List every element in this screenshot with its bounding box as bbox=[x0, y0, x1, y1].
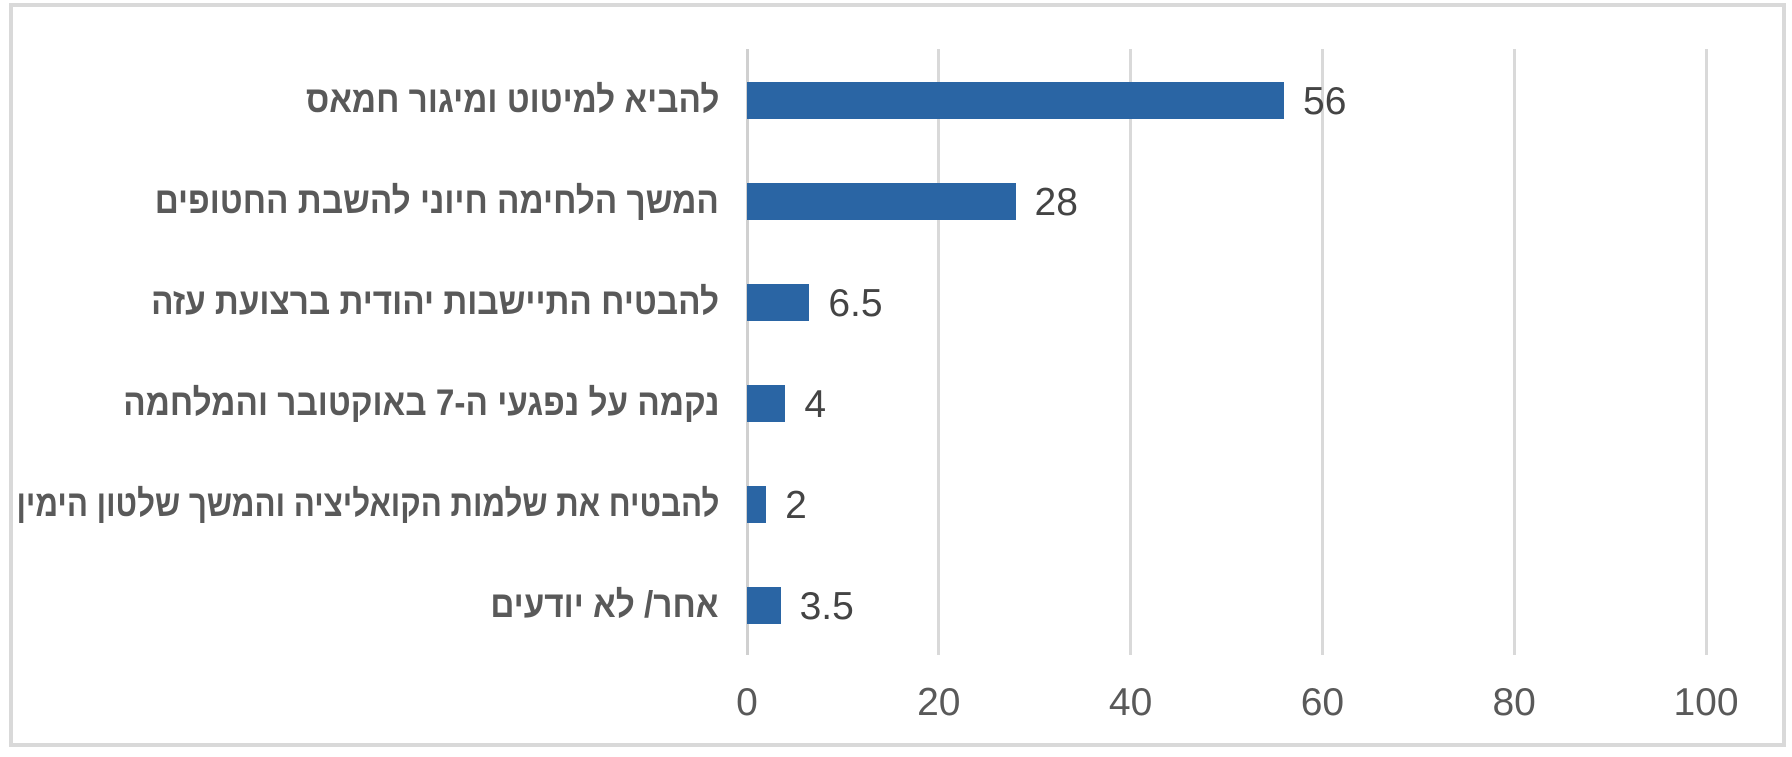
category-label-text: נקמה על נפגעי ה-7 באוקטובר והמלחמה bbox=[122, 381, 719, 423]
value-label: 3.5 bbox=[799, 584, 854, 628]
x-tick-label: 0 bbox=[736, 681, 758, 724]
value-label: 2 bbox=[785, 483, 807, 527]
bar-row: אחר/ לא יודעים 3.5 bbox=[0, 554, 1792, 655]
x-tick-label: 60 bbox=[1300, 681, 1345, 724]
category-label: להביא למיטוט ומיגור חמאס bbox=[16, 49, 719, 150]
gridline-20 bbox=[937, 49, 941, 655]
bar bbox=[747, 183, 1016, 220]
bar bbox=[747, 486, 767, 523]
gridline-80 bbox=[1512, 49, 1516, 655]
x-tick-label: 80 bbox=[1492, 681, 1536, 724]
bar-row: להבטיח התיישבות יהודית ברצועת עזה 6.5 bbox=[0, 251, 1792, 352]
value-label: 4 bbox=[804, 382, 827, 426]
gridline-60 bbox=[1320, 49, 1324, 655]
gridline-0 bbox=[745, 49, 749, 655]
bar bbox=[747, 385, 786, 422]
x-tick-label: 20 bbox=[917, 681, 961, 724]
bar-row: המשך הלחימה חיוני להשבת החטופים 28 bbox=[0, 150, 1792, 251]
bar bbox=[747, 284, 810, 321]
bar-row: להביא למיטוט ומיגור חמאס 56 bbox=[0, 49, 1792, 150]
gridline-100 bbox=[1704, 49, 1708, 655]
value-label: 56 bbox=[1303, 79, 1347, 123]
bar bbox=[747, 587, 781, 624]
category-label: אחר/ לא יודעים bbox=[16, 554, 719, 655]
category-label-text: אחר/ לא יודעים bbox=[490, 583, 719, 625]
bar-row: נקמה על נפגעי ה-7 באוקטובר והמלחמה 4 bbox=[0, 352, 1792, 453]
category-label: המשך הלחימה חיוני להשבת החטופים bbox=[16, 150, 719, 251]
category-label-text: להבטיח את שלמות הקואליציה והמשך שלטון הי… bbox=[16, 482, 719, 524]
value-label: 28 bbox=[1034, 180, 1078, 224]
category-label-text: המשך הלחימה חיוני להשבת החטופים bbox=[154, 179, 719, 221]
category-label-text: להבטיח התיישבות יהודית ברצועת עזה bbox=[151, 280, 719, 322]
category-label: להבטיח את שלמות הקואליציה והמשך שלטון הי… bbox=[16, 453, 719, 554]
value-label: 6.5 bbox=[828, 281, 883, 325]
bar-row: להבטיח את שלמות הקואליציה והמשך שלטון הי… bbox=[0, 453, 1792, 554]
gridline-40 bbox=[1129, 49, 1133, 655]
category-label: נקמה על נפגעי ה-7 באוקטובר והמלחמה bbox=[16, 352, 719, 453]
category-label-text: להביא למיטוט ומיגור חמאס bbox=[305, 78, 719, 120]
bar bbox=[747, 82, 1285, 119]
x-tick-label: 100 bbox=[1673, 681, 1739, 724]
category-label: להבטיח התיישבות יהודית ברצועת עזה bbox=[16, 251, 719, 352]
x-tick-label: 40 bbox=[1108, 681, 1153, 724]
